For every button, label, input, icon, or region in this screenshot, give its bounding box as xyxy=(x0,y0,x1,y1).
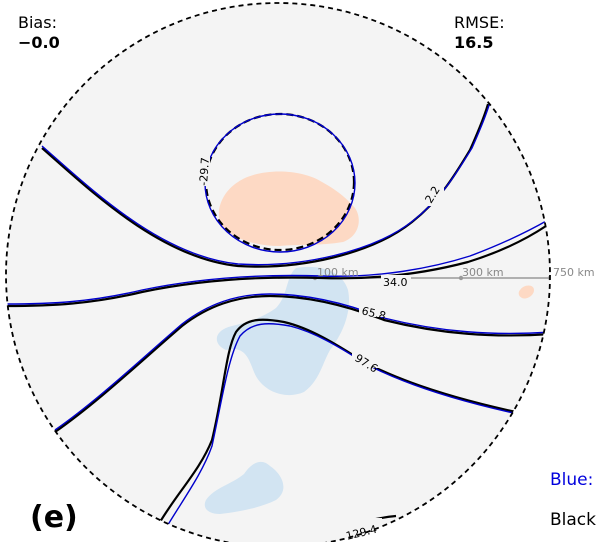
bias-value: −0.0 xyxy=(18,33,60,52)
bias-label: Bias: xyxy=(18,13,57,32)
warm-anomaly-region xyxy=(218,171,359,246)
panel-label: (e) xyxy=(30,500,78,535)
rmse-label: RMSE: xyxy=(454,13,505,32)
contour-label: 129.4 xyxy=(345,523,379,542)
legend-black-label: Black xyxy=(550,510,596,530)
range-label-100km: 100 km xyxy=(317,266,359,279)
contour-label: -29.7 xyxy=(197,157,212,186)
contour-label: 65.8 xyxy=(360,304,387,323)
rmse-value: 16.5 xyxy=(454,33,494,52)
legend-blue-label: Blue: xyxy=(550,470,594,490)
domain-boundary xyxy=(5,2,551,542)
model-contours xyxy=(6,101,550,529)
contour-label: 34.0 xyxy=(383,276,408,289)
range-label-750km: 750 km xyxy=(553,266,595,279)
cool-anomaly-patch xyxy=(204,461,284,514)
range-label-300km: 300 km xyxy=(462,266,504,279)
warm-anomaly-spot xyxy=(518,285,534,299)
domain-disk xyxy=(6,3,550,542)
